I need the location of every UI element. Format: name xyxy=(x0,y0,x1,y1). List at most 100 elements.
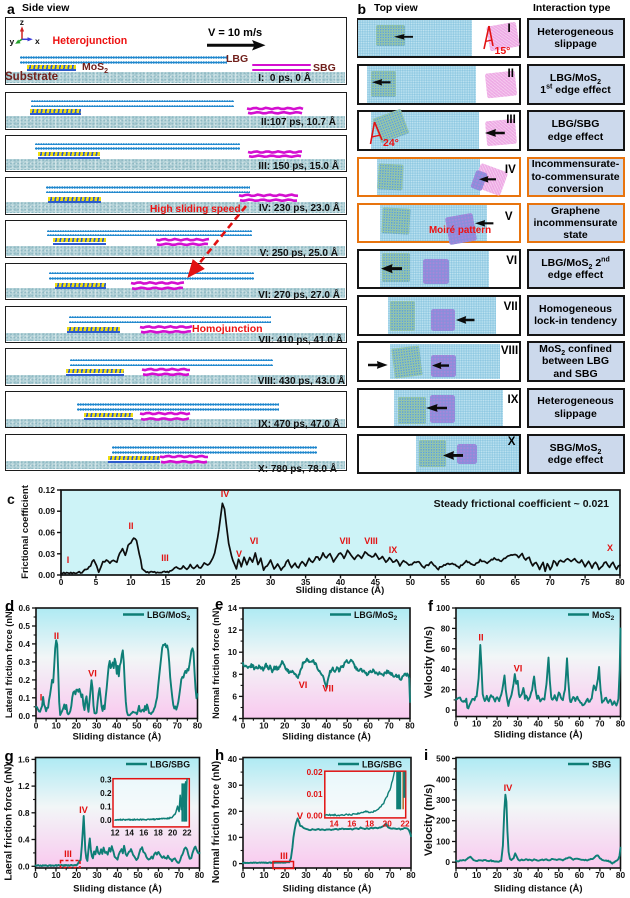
svg-text:45: 45 xyxy=(371,577,381,587)
svg-text:40: 40 xyxy=(112,721,122,731)
svg-text:0.3: 0.3 xyxy=(18,657,30,667)
svg-text:10: 10 xyxy=(51,870,61,880)
svg-text:I: I xyxy=(40,693,43,703)
svg-text:18: 18 xyxy=(365,820,375,829)
svg-text:20: 20 xyxy=(196,577,206,587)
svg-text:12: 12 xyxy=(228,625,238,635)
svg-text:6: 6 xyxy=(232,691,237,701)
svg-text:0.0: 0.0 xyxy=(100,816,112,825)
svg-text:x: x xyxy=(35,36,40,46)
svg-text:50: 50 xyxy=(343,721,353,731)
svg-text:1.6: 1.6 xyxy=(18,754,30,764)
svg-text:70: 70 xyxy=(595,719,605,729)
svg-text:0.4: 0.4 xyxy=(18,639,30,649)
svg-text:40: 40 xyxy=(534,719,544,729)
svg-text:1.2: 1.2 xyxy=(18,781,30,791)
svg-text:VI: VI xyxy=(88,669,97,679)
svg-text:40: 40 xyxy=(228,754,238,764)
svg-text:70: 70 xyxy=(173,721,183,731)
svg-text:20: 20 xyxy=(280,870,290,880)
svg-text:70: 70 xyxy=(595,870,605,880)
svg-text:Sliding distance (Å): Sliding distance (Å) xyxy=(282,732,371,743)
svg-text:0: 0 xyxy=(445,857,450,867)
svg-text:II: II xyxy=(54,631,59,641)
svg-text:30: 30 xyxy=(513,870,523,880)
svg-text:20: 20 xyxy=(492,719,502,729)
svg-text:y: y xyxy=(10,36,15,46)
svg-text:40: 40 xyxy=(336,577,346,587)
svg-text:Normal friction force (nN): Normal friction force (nN) xyxy=(211,608,221,719)
svg-text:80: 80 xyxy=(441,623,451,633)
svg-text:14: 14 xyxy=(228,603,238,613)
svg-text:0.8: 0.8 xyxy=(18,808,30,818)
svg-text:Lateral friction force (nN): Lateral friction force (nN) xyxy=(4,608,14,718)
svg-text:MoS2: MoS2 xyxy=(592,610,615,622)
svg-text:0.0: 0.0 xyxy=(18,711,30,721)
svg-text:VII: VII xyxy=(339,536,350,546)
svg-text:60: 60 xyxy=(476,577,486,587)
svg-text:IV: IV xyxy=(221,489,230,499)
svg-text:50: 50 xyxy=(406,577,416,587)
svg-text:VI: VI xyxy=(514,664,523,674)
svg-text:22: 22 xyxy=(182,829,192,838)
svg-text:V: V xyxy=(297,811,304,821)
svg-text:IV: IV xyxy=(504,783,514,793)
svg-text:V: V xyxy=(236,549,242,559)
svg-text:60: 60 xyxy=(152,721,162,731)
svg-text:10: 10 xyxy=(259,721,269,731)
svg-text:20: 20 xyxy=(280,721,290,731)
svg-text:Sliding distance (Å): Sliding distance (Å) xyxy=(494,730,583,741)
svg-text:50: 50 xyxy=(343,870,353,880)
svg-text:0.4: 0.4 xyxy=(18,835,30,845)
svg-text:0.12: 0.12 xyxy=(38,485,55,495)
svg-text:Sliding distance (Å): Sliding distance (Å) xyxy=(283,884,372,895)
svg-text:80: 80 xyxy=(193,721,203,731)
svg-text:20: 20 xyxy=(441,685,451,695)
svg-text:0: 0 xyxy=(241,870,246,880)
svg-text:10: 10 xyxy=(228,647,238,657)
svg-text:0: 0 xyxy=(241,721,246,731)
svg-text:0.02: 0.02 xyxy=(307,768,323,777)
svg-text:20: 20 xyxy=(72,870,82,880)
svg-text:0.1: 0.1 xyxy=(100,803,112,812)
svg-text:40: 40 xyxy=(322,721,332,731)
svg-text:55: 55 xyxy=(441,577,451,587)
svg-text:Velocity (m/s): Velocity (m/s) xyxy=(423,626,435,698)
svg-text:4: 4 xyxy=(232,714,237,724)
svg-text:50: 50 xyxy=(554,719,564,729)
svg-text:10: 10 xyxy=(472,870,482,880)
svg-text:Sliding distance (Å): Sliding distance (Å) xyxy=(494,884,583,895)
svg-text:0: 0 xyxy=(34,721,39,731)
svg-text:z: z xyxy=(20,17,24,27)
svg-text:70: 70 xyxy=(385,870,395,880)
svg-text:60: 60 xyxy=(575,870,585,880)
svg-text:20: 20 xyxy=(228,806,238,816)
svg-text:Sliding distance (Å): Sliding distance (Å) xyxy=(72,732,161,743)
svg-text:X: X xyxy=(607,543,613,553)
svg-text:Normal friction force (nN): Normal friction force (nN) xyxy=(211,761,222,883)
svg-text:0.5: 0.5 xyxy=(18,621,30,631)
svg-text:LBG/MoS2: LBG/MoS2 xyxy=(354,610,398,622)
svg-text:10: 10 xyxy=(126,577,136,587)
svg-text:VII: VII xyxy=(322,684,333,694)
svg-text:0: 0 xyxy=(232,859,237,869)
svg-text:10: 10 xyxy=(52,721,62,731)
svg-text:30: 30 xyxy=(513,719,523,729)
svg-text:0.3: 0.3 xyxy=(100,775,112,784)
svg-text:8: 8 xyxy=(232,669,237,679)
svg-text:VI: VI xyxy=(250,536,259,546)
svg-text:15: 15 xyxy=(161,577,171,587)
svg-text:c: c xyxy=(7,491,15,507)
svg-text:Sliding distance (Å): Sliding distance (Å) xyxy=(296,585,385,596)
svg-text:0: 0 xyxy=(454,719,459,729)
svg-text:60: 60 xyxy=(364,870,374,880)
svg-text:500: 500 xyxy=(436,754,450,764)
svg-text:70: 70 xyxy=(384,721,394,731)
svg-text:30: 30 xyxy=(301,870,311,880)
svg-text:30: 30 xyxy=(92,870,102,880)
svg-text:60: 60 xyxy=(575,719,585,729)
svg-text:40: 40 xyxy=(441,664,451,674)
svg-text:VIII: VIII xyxy=(364,536,378,546)
svg-text:60: 60 xyxy=(441,644,451,654)
svg-text:50: 50 xyxy=(133,870,143,880)
